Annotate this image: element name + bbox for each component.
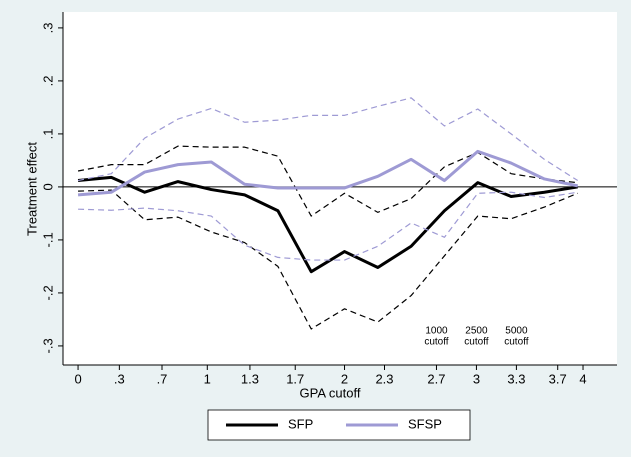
annotation: 1000 [425, 326, 448, 337]
annotation: cutoff [424, 337, 448, 348]
y-tick-label: -.1 [40, 232, 55, 247]
y-tick-label: .3 [40, 22, 55, 33]
y-tick-label: .2 [40, 75, 55, 86]
y-axis-title: Treatment effect [24, 142, 39, 236]
x-tick-label: 3 [473, 371, 480, 386]
series-line [77, 175, 578, 274]
annotation: cutoff [504, 337, 528, 348]
annotation: 5000 [505, 326, 528, 337]
ci-line [78, 189, 578, 330]
legend-label: SFSP [408, 416, 442, 431]
ci-line [78, 191, 578, 261]
ci-line [77, 97, 579, 182]
x-tick-label: .3 [114, 371, 125, 386]
x-tick-label: 1 [204, 371, 211, 386]
x-tick-label: 1.7 [286, 371, 304, 386]
x-axis-title: GPA cutoff [300, 385, 361, 400]
x-tick-label: 2.3 [375, 371, 393, 386]
annotation: cutoff [464, 337, 488, 348]
series-line [77, 149, 578, 197]
x-tick-label: 4 [579, 371, 586, 386]
x-tick-label: 1.3 [241, 371, 259, 386]
y-tick-label: 0 [40, 183, 55, 190]
y-tick-label: .1 [40, 128, 55, 139]
x-tick-label: 3.3 [507, 371, 525, 386]
y-tick-label: -.3 [40, 338, 55, 353]
ci-line [77, 145, 578, 217]
x-tick-label: 2 [341, 371, 348, 386]
annotation: 2500 [465, 326, 488, 337]
x-tick-label: .7 [157, 371, 168, 386]
x-tick-label: 0 [74, 371, 81, 386]
x-tick-label: 2.7 [427, 371, 445, 386]
y-tick-label: -.2 [40, 285, 55, 300]
legend-label: SFP [288, 416, 313, 431]
x-tick-label: 3.7 [549, 371, 567, 386]
